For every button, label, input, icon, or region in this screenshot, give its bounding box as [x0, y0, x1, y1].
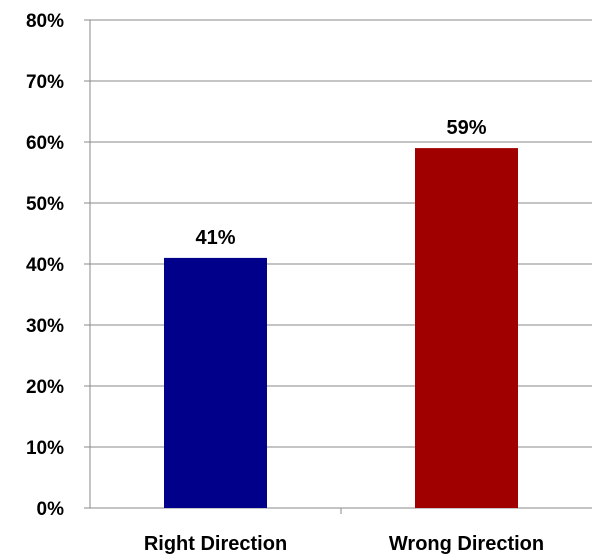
y-tick-label: 30%: [26, 316, 64, 337]
bar-wrong-direction: [415, 148, 518, 508]
data-label: 41%: [195, 227, 235, 249]
y-tick-label: 60%: [26, 133, 64, 154]
y-tick-label: 70%: [26, 72, 64, 93]
data-label: 59%: [446, 117, 486, 139]
y-tick-label: 10%: [26, 438, 64, 459]
y-tick-label: 80%: [26, 11, 64, 32]
y-tick-label: 50%: [26, 194, 64, 215]
y-tick-label: 0%: [37, 499, 65, 520]
bar-right-direction: [164, 257, 267, 508]
y-tick-label: 20%: [26, 377, 64, 398]
x-category-label: Wrong Direction: [389, 533, 544, 555]
x-category-label: Right Direction: [144, 533, 287, 555]
y-tick-label: 40%: [26, 255, 64, 276]
